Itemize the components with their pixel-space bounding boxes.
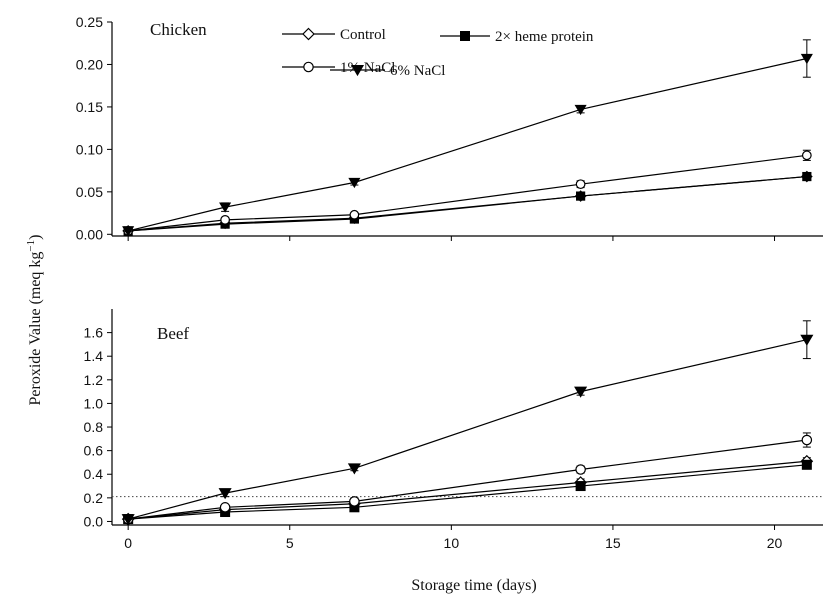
x-tick-label: 5 [286,535,294,551]
legend-marker [303,61,314,73]
data-point [349,209,360,220]
x-tick-label: 10 [444,535,460,551]
y-tick-label: 0.2 [84,490,104,506]
y-tick-label: 0.25 [76,14,103,30]
legend-marker [460,31,471,42]
data-point [801,150,812,161]
legend-entry: Control [282,27,386,43]
data-point [349,496,360,507]
data-point [121,514,135,526]
legend-label: 2× heme protein [495,29,594,45]
data-point [801,459,812,470]
y-tick-label: 0.15 [76,99,103,115]
series [122,39,813,237]
data-point [801,434,813,446]
data-point [575,481,586,492]
legend-entry: 1% NaCl [282,60,395,76]
data-point [800,334,814,346]
legend-entry: 6% NaCl [330,63,445,79]
x-tick-label: 15 [605,535,621,551]
series [123,149,812,236]
data-point [800,53,813,65]
y-tick-label: 0.4 [84,466,104,482]
y-tick-label: 0.0 [84,513,104,529]
series-line [128,57,807,232]
y-tick-label: 0.05 [76,184,103,200]
legend-label: Control [340,27,386,43]
y-tick-label: 1.0 [84,395,104,411]
data-point [122,226,135,237]
series-line [128,339,807,520]
series [121,320,814,526]
series-line [128,154,807,232]
data-point [347,463,361,475]
y-axis-label: Peroxide Value (meq kg−1) [25,235,44,406]
data-point [802,171,812,182]
legend-entry: 2× heme protein [440,29,594,45]
legend-marker [302,27,315,41]
data-point [574,104,587,116]
data-point [219,202,232,213]
x-tick-label: 0 [124,535,132,551]
legend-label: 6% NaCl [390,63,445,79]
y-axis-label-superscript: −1 [25,240,37,252]
legend-marker [350,64,365,77]
x-axis-label: Storage time (days) [411,577,536,594]
y-tick-label: 0.6 [84,443,104,459]
y-tick-label: 1.2 [84,372,104,388]
data-point [576,191,586,201]
data-point [219,502,231,513]
data-point [218,488,232,500]
y-tick-label: 1.6 [84,325,104,341]
x-tick-label: 20 [767,535,783,551]
y-tick-label: 0.10 [76,141,103,157]
y-tick-label: 1.4 [84,348,104,364]
legend-label: 1% NaCl [340,60,395,76]
data-point [220,215,230,225]
panel-label: Chicken [150,20,207,39]
beef-panel: 0.0 0.2 0.4 0.6 0.8 1.0 1.2 1.4 1.6 0 5 10 15 20 Beef [84,309,823,551]
data-point [348,177,361,189]
series [122,432,813,525]
chicken-panel: 0.00 0.05 0.10 0.15 0.20 0.25 Chicken [76,14,823,242]
panel-label: Beef [157,324,189,343]
data-point [574,386,588,398]
y-tick-label: 0.20 [76,56,103,72]
y-tick-label: 0.00 [76,226,103,242]
y-tick-label: 0.8 [84,419,104,435]
data-point [575,179,586,190]
data-point [575,464,586,475]
